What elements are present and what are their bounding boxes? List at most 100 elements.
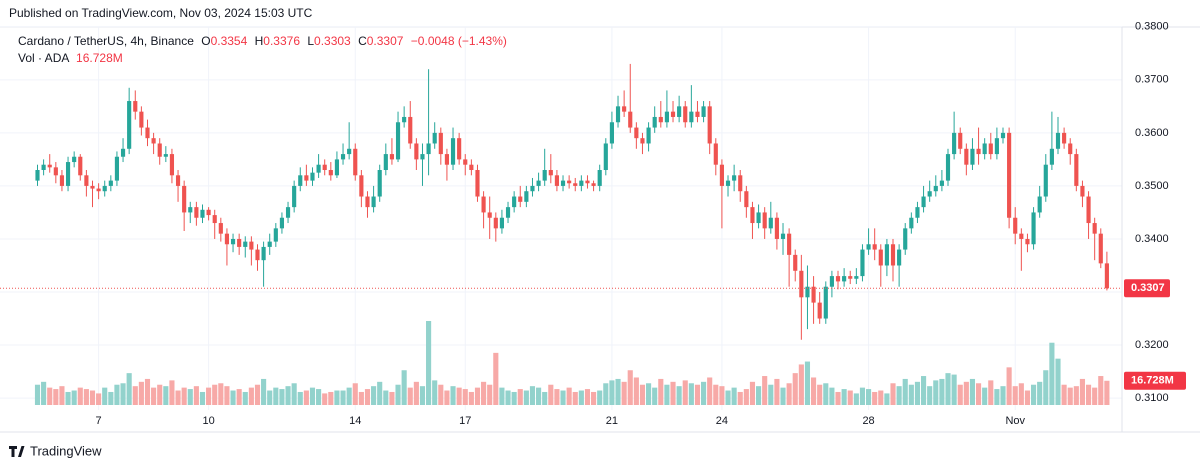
volume-bar [407,387,413,405]
candle-body [732,175,737,181]
volume-bar [878,390,884,405]
volume-bar [65,391,71,405]
volume-bar [1085,384,1092,405]
candle-body [475,170,480,197]
candle-body [237,238,242,247]
volume-bar [969,378,976,405]
volume-bar [138,381,144,405]
candle-body [542,170,547,181]
volume-bar [212,384,218,405]
candle-body [512,196,517,208]
candle-body [921,196,926,208]
volume-bar [96,393,102,405]
candle-body [640,138,645,144]
volume-bar [884,393,890,405]
candle-body [689,111,694,123]
volume-bar [151,387,157,405]
volume-bar [432,380,438,405]
volume-bar [1018,383,1024,405]
candle-body [793,254,798,271]
candle-body [952,132,957,155]
volume-bar [1055,358,1061,405]
volume-bar [542,391,548,405]
candle-body [744,191,749,208]
candle-body [72,156,77,163]
volume-bar [859,387,866,405]
volume-bar [658,378,664,405]
volume-bar [847,390,853,405]
candle-body [377,170,382,197]
volume-bar [267,390,273,405]
candle-body [579,180,584,186]
candle-body [224,233,230,245]
volume-bar [456,387,462,405]
volume-bar [682,380,688,405]
volume-bar [328,391,334,405]
volume-bar [175,390,181,405]
volume-bar [1079,378,1086,405]
candle-body [298,175,303,186]
candle-body [493,217,498,229]
candle-body [267,241,272,247]
volume-bar [646,383,652,405]
candle-body [872,244,877,250]
volume-bar [236,389,242,405]
candle-body [762,212,767,229]
volume-bar [1024,390,1031,405]
candle-body [145,127,150,139]
candle-body [347,148,352,155]
candles [35,63,1109,340]
volume-bar [529,386,536,405]
volume-tag [1124,371,1186,390]
candle-body [157,143,162,157]
candle-body [615,106,621,123]
candle-body [255,249,260,261]
candle-body [903,228,908,250]
volume-bar [352,383,358,405]
candle-body [560,180,566,186]
volume-bars [34,321,1110,405]
y-tick-label: 0.3700 [1135,74,1169,86]
volume-bar [786,383,792,405]
volume-bar [89,390,96,405]
volume-bar [1043,370,1049,405]
close-value: 0.3307 [367,34,404,48]
candle-body [47,164,52,168]
candle-body [1074,154,1079,186]
volume-bar [664,384,670,405]
volume-bar [224,386,230,405]
volume-bar [389,391,395,405]
candle-body [958,132,963,149]
candle-body [1000,132,1006,139]
volume-bar [261,378,267,405]
volume-bar [34,384,41,405]
volume-bar [77,387,83,405]
candle-body [982,143,987,155]
volume-bar [615,378,621,405]
candle-body [933,185,938,192]
candle-body [756,212,761,224]
candle-body [328,170,333,176]
candle-body [664,111,669,123]
volume-bar [193,386,199,405]
candle-body [897,249,902,266]
volume-bar [187,389,193,405]
volume-bar [523,390,529,405]
volume-bar [823,383,829,405]
candle-body [1092,223,1097,234]
axes: 0.31000.32000.33000.34000.35000.36000.37… [0,21,1186,432]
candle-body [78,156,83,176]
candle-body [414,143,419,160]
candle-body [597,170,602,186]
volume-bar [468,391,474,405]
low-value: 0.3303 [314,34,351,48]
candle-body [133,101,138,112]
volume-bar [206,387,212,405]
candle-body [554,175,559,186]
candle-body [1019,233,1024,239]
volume-bar [1037,381,1043,405]
volume-bar [487,384,493,405]
candle-body [322,164,327,171]
volume-bar [377,381,383,405]
x-tick-label: 24 [716,415,728,427]
